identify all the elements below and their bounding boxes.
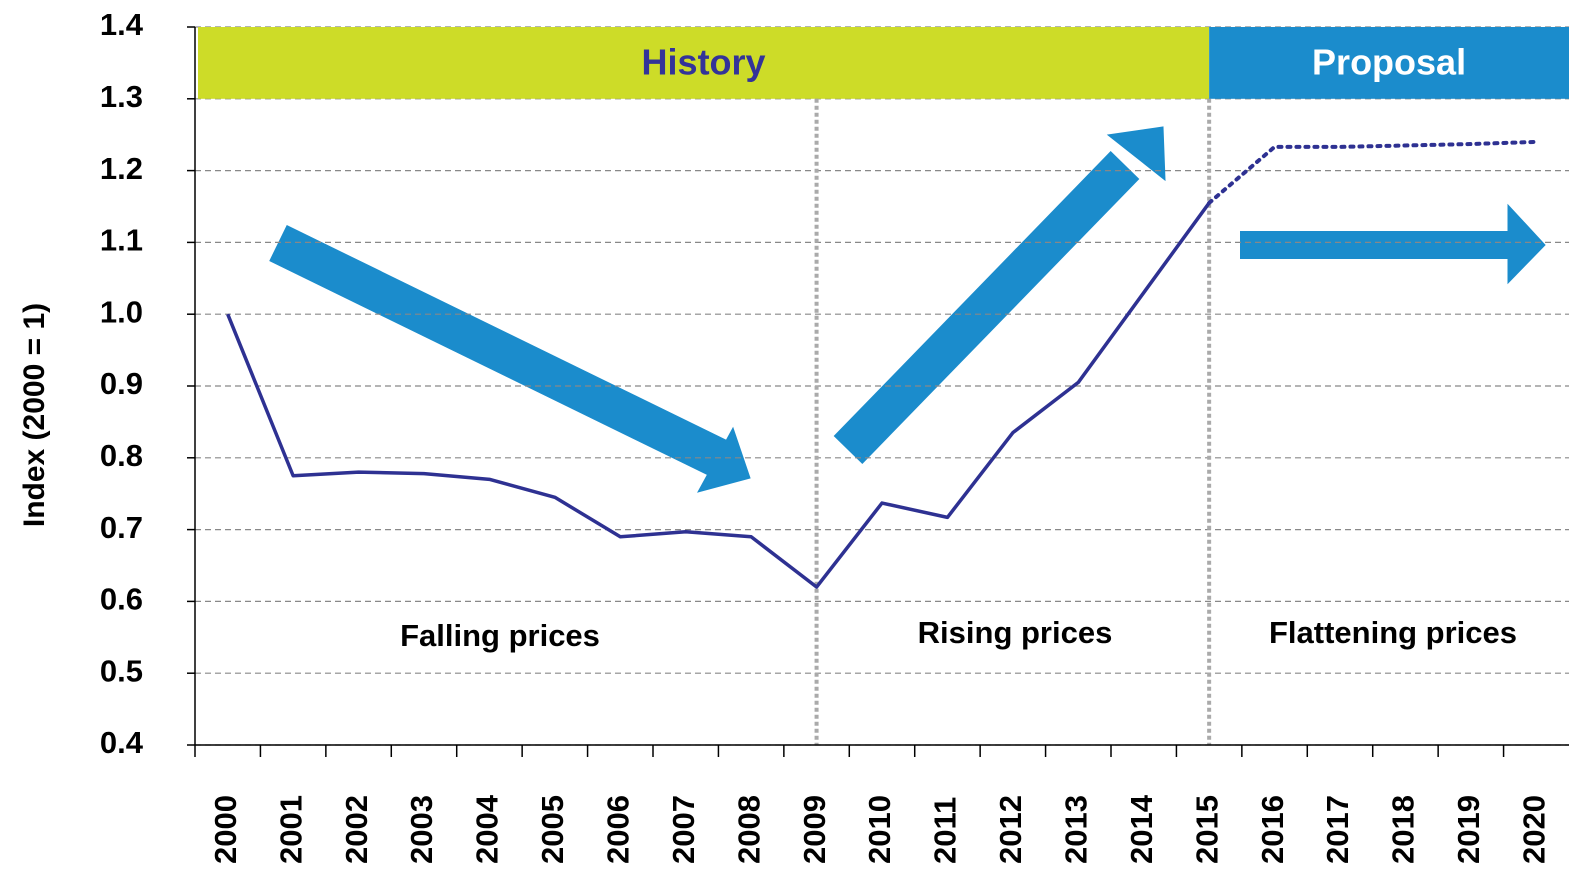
series-line	[226, 201, 1211, 589]
x-tick-label: 2009	[797, 795, 832, 864]
y-tick-label: 1.2	[100, 151, 143, 186]
x-tick-label: 2020	[1516, 795, 1551, 864]
x-tick-label: 2012	[993, 795, 1028, 864]
flat-arrow-head	[1507, 203, 1546, 285]
trend-arrows	[269, 126, 1546, 493]
y-tick-label: 1.4	[100, 7, 144, 42]
rising-arrow	[833, 151, 1140, 464]
x-tick-label: 2006	[600, 795, 635, 864]
banner-label: History	[642, 41, 766, 82]
x-tick-label: 2011	[928, 797, 963, 864]
y-tick-label: 0.4	[100, 725, 144, 760]
annotation: Falling prices	[400, 618, 600, 653]
annotation: Rising prices	[918, 615, 1113, 650]
x-tick-label: 2002	[339, 795, 374, 864]
y-tick-label: 1.0	[100, 294, 143, 329]
y-tick-label: 0.6	[100, 582, 143, 617]
x-tick-label: 2015	[1189, 795, 1224, 864]
x-tick-label: 2007	[666, 795, 701, 864]
x-tick-label: 2000	[208, 795, 243, 864]
annotation: Flattening prices	[1269, 615, 1517, 650]
x-tick-label: 2003	[404, 795, 439, 864]
x-tick-label: 2018	[1386, 795, 1421, 864]
y-axis-label: Index (2000 = 1)	[18, 303, 51, 527]
banner-label: Proposal	[1312, 41, 1466, 82]
x-tick-label: 2004	[470, 794, 505, 864]
x-tick-label: 2016	[1255, 795, 1290, 864]
banner	[1209, 27, 1569, 99]
y-tick-label: 0.7	[100, 510, 143, 545]
y-tick-label: 1.1	[100, 223, 143, 258]
x-tick-label: 2010	[862, 795, 897, 864]
series-line	[1207, 139, 1539, 205]
y-tick-label: 1.3	[100, 79, 143, 114]
y-tick-label: 0.9	[100, 366, 143, 401]
y-tick-label: 0.5	[100, 653, 143, 688]
rising-arrow-head	[1106, 126, 1166, 182]
falling-arrow	[269, 225, 727, 476]
x-tick-label: 2019	[1451, 795, 1486, 864]
falling-arrow-head	[696, 426, 751, 493]
x-tick-label: 2017	[1320, 795, 1355, 864]
x-tick-label: 2001	[273, 795, 308, 864]
x-tick-label: 2013	[1058, 795, 1093, 864]
y-tick-label: 0.8	[100, 438, 143, 473]
x-tick-label: 2005	[535, 795, 570, 864]
x-tick-label: 2014	[1124, 794, 1159, 864]
banner	[198, 27, 1210, 99]
x-tick-label: 2008	[731, 795, 766, 864]
